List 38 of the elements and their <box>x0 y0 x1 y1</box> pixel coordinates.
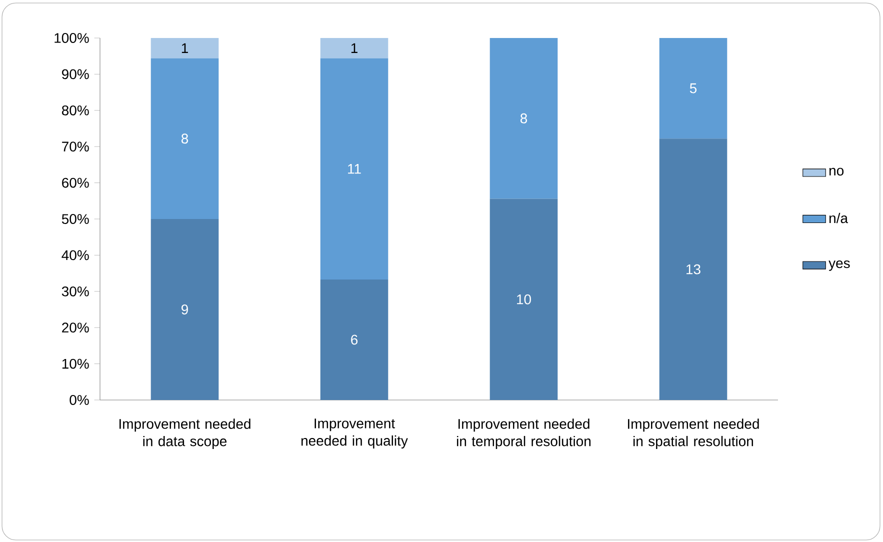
legend-label: yes <box>828 260 850 271</box>
annotation: 8 <box>181 134 188 144</box>
annotation: 10 <box>517 294 531 304</box>
bar <box>490 38 558 199</box>
bar <box>150 58 219 219</box>
annotation: 13 <box>686 264 700 274</box>
annotation: 8 <box>520 113 528 124</box>
annotation: 1 <box>351 43 358 53</box>
x-tick-label: Improvement needed in spatial resolution <box>628 418 759 449</box>
y-tick-label: 90% <box>62 69 89 80</box>
annotation: 9 <box>182 304 188 314</box>
y-tick-label: 30% <box>62 286 89 296</box>
y-tick-label: 70% <box>62 142 89 152</box>
annotation: 6 <box>351 334 358 345</box>
bar <box>320 279 388 400</box>
x-tick-label: Improvement needed in temporal resolution <box>456 418 591 449</box>
bar <box>320 38 388 58</box>
y-tick-label: 10% <box>62 358 89 369</box>
y-tick-label: 80% <box>62 105 89 116</box>
annotation: 5 <box>690 83 697 94</box>
bar <box>659 38 728 139</box>
y-tick-label: 50% <box>62 214 89 224</box>
x-tick-label: Improvement needed in data scope <box>120 418 250 449</box>
annotation: 1 <box>182 43 188 53</box>
bar <box>150 38 219 58</box>
y-tick-label: 100% <box>54 33 89 43</box>
x-tick-label: Improvement needed in quality <box>301 418 408 448</box>
annotation: 11 <box>348 164 361 174</box>
legend-label: no <box>829 168 844 176</box>
y-tick-label: 0% <box>70 395 89 405</box>
legend-label: n/a <box>829 212 848 224</box>
bar <box>150 218 219 400</box>
bar <box>490 198 558 400</box>
y-tick-label: 60% <box>62 178 89 188</box>
y-tick-label: 40% <box>62 250 89 260</box>
bar <box>659 138 728 400</box>
y-tick-label: 20% <box>62 322 89 333</box>
bar <box>320 58 388 280</box>
